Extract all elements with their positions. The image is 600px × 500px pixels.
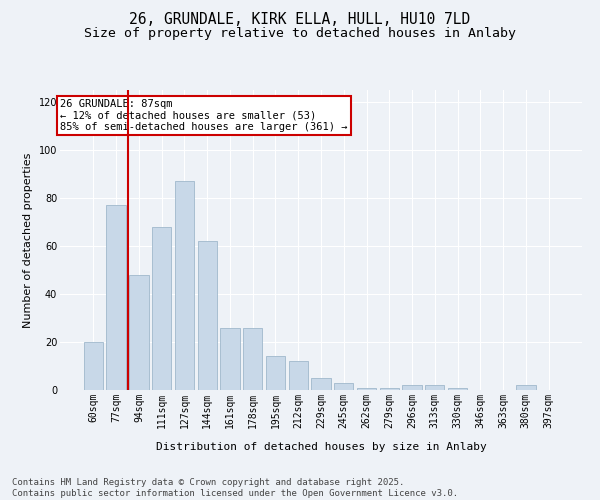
Bar xyxy=(380,388,399,390)
Bar xyxy=(425,385,445,390)
Bar xyxy=(448,388,467,390)
Bar xyxy=(357,388,376,390)
Bar xyxy=(289,361,308,390)
Text: Contains HM Land Registry data © Crown copyright and database right 2025.
Contai: Contains HM Land Registry data © Crown c… xyxy=(12,478,458,498)
Bar xyxy=(106,205,126,390)
Bar xyxy=(516,385,536,390)
Bar xyxy=(129,275,149,390)
Bar xyxy=(197,241,217,390)
Text: 26, GRUNDALE, KIRK ELLA, HULL, HU10 7LD: 26, GRUNDALE, KIRK ELLA, HULL, HU10 7LD xyxy=(130,12,470,28)
Bar xyxy=(311,378,331,390)
Bar xyxy=(152,227,172,390)
Text: Size of property relative to detached houses in Anlaby: Size of property relative to detached ho… xyxy=(84,28,516,40)
Bar xyxy=(220,328,239,390)
Bar xyxy=(175,181,194,390)
Text: 26 GRUNDALE: 87sqm
← 12% of detached houses are smaller (53)
85% of semi-detache: 26 GRUNDALE: 87sqm ← 12% of detached hou… xyxy=(60,99,347,132)
Bar xyxy=(403,385,422,390)
Text: Distribution of detached houses by size in Anlaby: Distribution of detached houses by size … xyxy=(155,442,487,452)
Bar xyxy=(266,356,285,390)
Y-axis label: Number of detached properties: Number of detached properties xyxy=(23,152,33,328)
Bar xyxy=(84,342,103,390)
Bar xyxy=(243,328,262,390)
Bar xyxy=(334,383,353,390)
